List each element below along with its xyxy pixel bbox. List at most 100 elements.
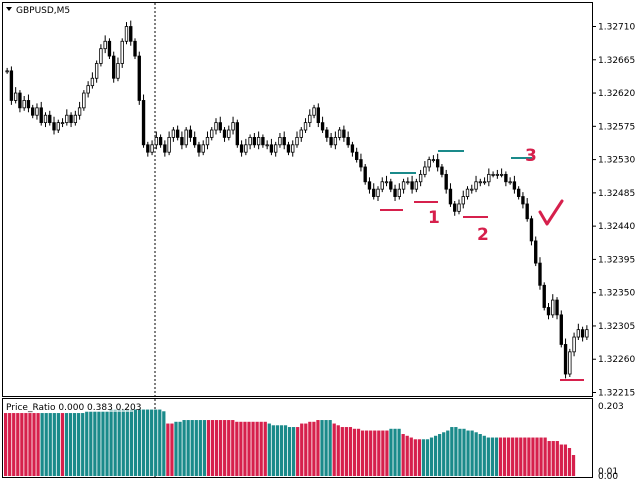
candle-body bbox=[35, 107, 39, 116]
candle-body bbox=[265, 144, 269, 147]
candles-layer bbox=[5, 20, 589, 379]
triangle-down-icon[interactable] bbox=[6, 7, 12, 11]
candle-body bbox=[269, 144, 274, 153]
candle-body bbox=[401, 181, 406, 190]
indicator-bar bbox=[458, 428, 462, 476]
indicator-bars bbox=[4, 409, 576, 476]
indicator-bar bbox=[194, 420, 198, 476]
indicator-bar bbox=[125, 409, 129, 476]
indicator-bar bbox=[20, 413, 24, 476]
indicator-bar bbox=[555, 441, 559, 476]
indicator-bar bbox=[105, 411, 109, 476]
candle-body bbox=[163, 144, 167, 153]
indicator-bar bbox=[336, 425, 340, 476]
candle-body bbox=[82, 92, 86, 109]
candle-body bbox=[389, 181, 393, 190]
candle-body bbox=[137, 55, 141, 101]
candle-body bbox=[431, 159, 436, 161]
indicator-bar bbox=[393, 428, 397, 476]
candle-body bbox=[325, 129, 329, 138]
candle-body bbox=[282, 137, 286, 146]
indicator-bar bbox=[267, 423, 271, 476]
indicator-bar bbox=[429, 437, 434, 476]
candle-body bbox=[329, 137, 333, 146]
indicator-bar bbox=[243, 421, 247, 476]
indicator-bar bbox=[223, 420, 227, 476]
indicator-bar bbox=[89, 411, 93, 476]
indicator-bar bbox=[28, 413, 32, 476]
candle-body bbox=[568, 351, 572, 375]
indicator-bar bbox=[320, 420, 324, 476]
candle-body bbox=[201, 144, 205, 153]
indicator-bar bbox=[182, 420, 186, 476]
indicator-bar bbox=[93, 411, 97, 476]
candle-body bbox=[461, 196, 465, 205]
indicator-bar bbox=[438, 434, 442, 476]
candle-body bbox=[372, 188, 376, 197]
candle-body bbox=[440, 166, 444, 175]
candle-body bbox=[69, 114, 73, 124]
candle-body bbox=[516, 188, 521, 197]
candle-body bbox=[73, 114, 78, 124]
indicator-title: Price_Ratio 0.000 0.383 0.203 bbox=[6, 403, 141, 413]
candle-body bbox=[286, 144, 291, 153]
label-2: 2 bbox=[477, 225, 489, 245]
indicator-bar bbox=[133, 409, 138, 476]
indicator-bar bbox=[109, 409, 113, 476]
candle-body bbox=[124, 26, 129, 42]
candle-body bbox=[180, 137, 184, 146]
indicator-bar bbox=[8, 413, 12, 476]
indicator-bar bbox=[52, 413, 56, 476]
indicator-bar bbox=[519, 437, 523, 476]
indicator-bar bbox=[571, 455, 576, 476]
indicator-bar bbox=[348, 427, 353, 476]
price-tick-label: 1.32440 bbox=[598, 222, 635, 232]
candle-body bbox=[559, 314, 563, 345]
candle-body bbox=[295, 137, 299, 146]
indicator-bar bbox=[450, 427, 454, 476]
candle-body bbox=[99, 48, 103, 64]
indicator-bar bbox=[292, 427, 296, 476]
candle-body bbox=[546, 307, 551, 316]
candle-body bbox=[94, 63, 99, 79]
indicator-bar bbox=[547, 441, 551, 476]
indicator-bar bbox=[470, 430, 474, 476]
indicator-bar bbox=[539, 437, 543, 476]
indicator-bar bbox=[154, 409, 158, 476]
price-axis: 1.32710 1.32665 1.32620 1.32575 1.32530 1.324… bbox=[592, 23, 635, 399]
candle-body bbox=[555, 299, 559, 316]
candle-body bbox=[504, 173, 508, 183]
indicator-bar bbox=[72, 413, 77, 476]
indicator-bar bbox=[397, 428, 401, 476]
indicator-bar bbox=[218, 420, 223, 476]
candle-body bbox=[474, 181, 478, 190]
indicator-bar bbox=[247, 421, 251, 476]
candle-body bbox=[90, 77, 95, 87]
indicator-bar bbox=[344, 427, 348, 476]
price-tick-label: 1.32530 bbox=[598, 156, 635, 166]
candle-body bbox=[512, 181, 517, 190]
candle-body bbox=[158, 137, 163, 146]
candle-body bbox=[167, 137, 171, 153]
candle-body bbox=[244, 144, 248, 153]
candle-body bbox=[499, 173, 504, 176]
candle-body bbox=[359, 159, 363, 168]
label-3: 3 bbox=[525, 146, 537, 166]
indicator-bar bbox=[405, 435, 409, 476]
price-tick-label: 1.32485 bbox=[598, 189, 635, 199]
price-tick-label: 1.32710 bbox=[598, 23, 635, 33]
indicator-bar bbox=[567, 448, 572, 476]
candle-body bbox=[193, 137, 197, 146]
indicator-bar bbox=[231, 420, 235, 476]
candle-body bbox=[367, 181, 372, 190]
indicator-bar bbox=[300, 423, 304, 476]
candle-body bbox=[9, 70, 14, 101]
indicator-bar bbox=[68, 413, 73, 476]
candle-body bbox=[354, 151, 359, 160]
indicator-bar bbox=[60, 413, 65, 476]
indicator-bar bbox=[511, 437, 515, 476]
indicator-bar bbox=[494, 437, 499, 476]
indicator-bar bbox=[113, 409, 117, 476]
indicator-bar bbox=[312, 421, 316, 476]
